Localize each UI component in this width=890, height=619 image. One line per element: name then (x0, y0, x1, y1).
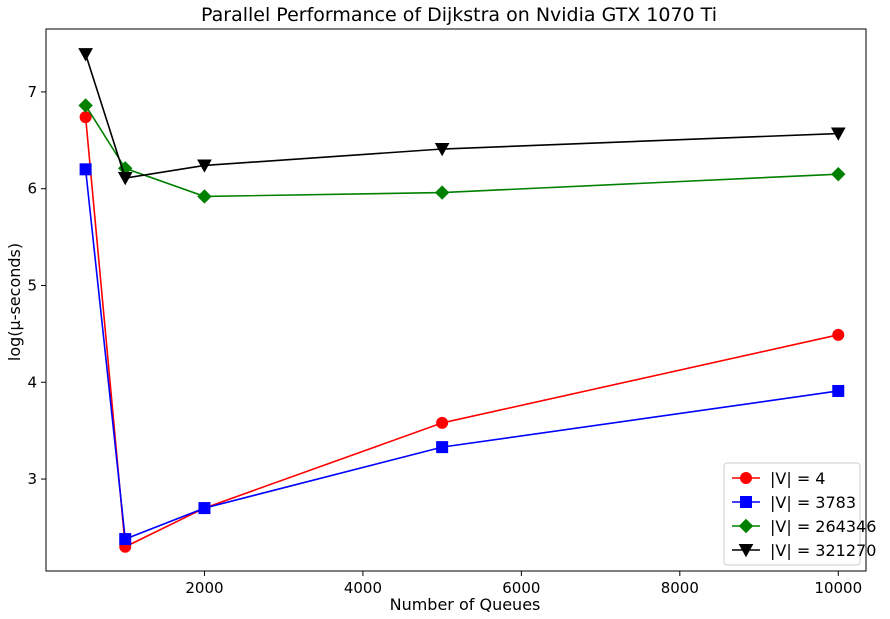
legend-label: |V| = 3783 (770, 493, 856, 512)
data-point (198, 502, 211, 515)
data-point (436, 416, 449, 429)
x-tick-label: 4000 (344, 579, 382, 597)
series-line (84, 105, 839, 198)
y-tick-label: 5 (27, 276, 37, 294)
legend-box (723, 462, 861, 566)
legend-item: |V| = 321270 (732, 541, 876, 560)
data-point (434, 185, 450, 200)
legend-marker (738, 543, 754, 558)
x-tick-label: 2000 (185, 579, 223, 597)
legend-item: |V| = 3783 (732, 493, 856, 512)
chart-title: Parallel Performance of Dijkstra on Nvid… (201, 4, 717, 26)
data-point (78, 48, 93, 62)
data-point (117, 172, 133, 186)
x-tick-label: 6000 (502, 579, 540, 597)
plot-frame (45, 28, 867, 572)
y-tick-label: 7 (27, 83, 37, 101)
plot-area-border (45, 28, 867, 572)
data-point (436, 441, 449, 454)
y-axis-label: log(μ-seconds) (5, 243, 24, 361)
data-point (79, 111, 92, 124)
data-point (79, 163, 92, 176)
data-point (832, 384, 845, 397)
data-point (78, 98, 93, 113)
series-3 (78, 98, 846, 204)
data-point (830, 127, 846, 141)
data-point (197, 159, 212, 173)
legend-label: |V| = 321270 (770, 541, 876, 560)
data-point (119, 533, 132, 546)
y-tick-label: 6 (27, 180, 37, 198)
legend-marker (740, 472, 752, 484)
data-point (434, 142, 450, 157)
legend: |V| = 4 |V| = 3783 |V| = 264346 |V| = 32127… (723, 462, 876, 566)
x-tick-label: 10000 (814, 579, 862, 597)
legend-item: |V| = 264346 (732, 517, 876, 536)
data-point (831, 166, 846, 182)
x-axis-label: Number of Queues (390, 595, 541, 614)
legend-marker (738, 518, 754, 534)
ticks-layer: 2000 4000 6000 8000 10000 3 4 5 6 7 (27, 83, 862, 597)
series-4 (78, 48, 846, 186)
legend-label: |V| = 264346 (770, 517, 876, 536)
y-tick-label: 4 (27, 373, 37, 391)
legend-marker (740, 496, 752, 508)
data-point (197, 189, 212, 204)
legend-label: |V| = 4 (770, 469, 825, 488)
x-tick-label: 8000 (661, 579, 699, 597)
legend-item: |V| = 4 (732, 469, 825, 488)
series-layer (78, 48, 846, 553)
y-tick-label: 3 (27, 470, 37, 488)
series-2 (79, 163, 845, 546)
data-point (832, 328, 845, 341)
